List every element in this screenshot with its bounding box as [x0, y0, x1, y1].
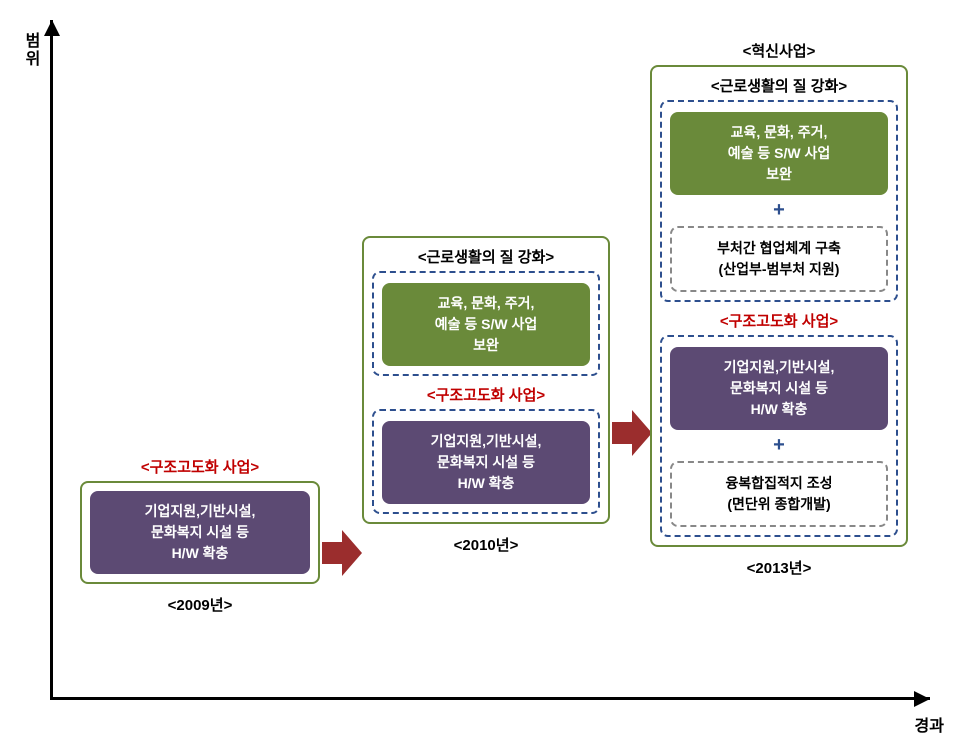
y-axis: [50, 20, 53, 700]
year-2013: <2013년>: [650, 557, 908, 578]
col1-outer: 기업지원,기반시설,문화복지 시설 등H/W 확충: [80, 481, 320, 584]
col2-purple-box: 기업지원,기반시설,문화복지 시설 등H/W 확충: [382, 421, 590, 504]
col3-title-red: <구조고도화 사업>: [660, 310, 898, 331]
x-axis-label: 경과: [915, 712, 944, 736]
col1-title-red: <구조고도화 사업>: [80, 456, 320, 477]
col3-purple-box: 기업지원,기반시설,문화복지 시설 등H/W 확충: [670, 347, 888, 430]
year-2010: <2010년>: [362, 534, 610, 555]
col2-dash-purple: 기업지원,기반시설,문화복지 시설 등H/W 확충: [372, 409, 600, 514]
col3-outer: <근로생활의 질 강화> 교육, 문화, 주거,예술 등 S/W 사업보완 + …: [650, 65, 908, 547]
column-2010: <근로생활의 질 강화> 교육, 문화, 주거,예술 등 S/W 사업보완 <구…: [362, 232, 610, 555]
col3-green-box: 교육, 문화, 주거,예술 등 S/W 사업보완: [670, 112, 888, 195]
col2-title-red: <구조고도화 사업>: [372, 384, 600, 405]
arrow-2009-2010: [322, 530, 362, 576]
y-axis-label: 범위: [18, 32, 42, 68]
col2-sub-title: <근로생활의 질 강화>: [372, 246, 600, 267]
col2-dash-green: 교육, 문화, 주거,예술 등 S/W 사업보완: [372, 271, 600, 376]
x-axis-arrow: [914, 691, 930, 707]
col3-top-title: <혁신사업>: [650, 40, 908, 61]
col3-white-box-1: 부처간 협업체계 구축(산업부-범부처 지원): [670, 226, 888, 292]
col1-purple-box: 기업지원,기반시설,문화복지 시설 등H/W 확충: [90, 491, 310, 574]
y-axis-arrow: [44, 20, 60, 36]
col3-dash-bottom: 기업지원,기반시설,문화복지 시설 등H/W 확충 + 융복합집적지 조성(면단…: [660, 335, 898, 537]
col3-sub-title: <근로생활의 질 강화>: [660, 75, 898, 96]
column-2009: <구조고도화 사업> 기업지원,기반시설,문화복지 시설 등H/W 확충 <20…: [80, 452, 320, 615]
column-2013: <혁신사업> <근로생활의 질 강화> 교육, 문화, 주거,예술 등 S/W …: [650, 36, 908, 578]
x-axis: [50, 697, 930, 700]
col2-green-box: 교육, 문화, 주거,예술 등 S/W 사업보완: [382, 283, 590, 366]
arrow-2010-2013: [612, 410, 652, 456]
plus-icon-1: +: [670, 199, 888, 222]
year-2009: <2009년>: [80, 594, 320, 615]
col2-outer: <근로생활의 질 강화> 교육, 문화, 주거,예술 등 S/W 사업보완 <구…: [362, 236, 610, 524]
plus-icon-2: +: [670, 434, 888, 457]
col3-dash-top: 교육, 문화, 주거,예술 등 S/W 사업보완 + 부처간 협업체계 구축(산…: [660, 100, 898, 302]
col3-white-box-2: 융복합집적지 조성(면단위 종합개발): [670, 461, 888, 527]
